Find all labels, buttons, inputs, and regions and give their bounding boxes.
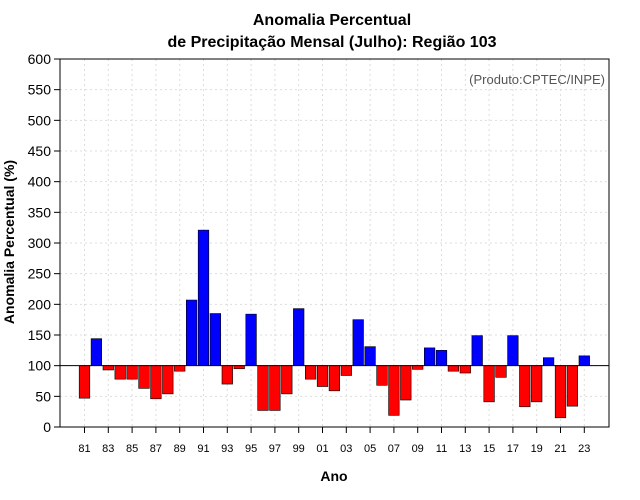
x-tick-label: 87 [150,443,162,455]
x-tick-label: 11 [436,443,447,455]
bar-93 [221,365,233,385]
x-tick-label: 15 [483,443,495,455]
bar-84 [114,365,126,380]
bar-11 [435,350,448,366]
bar-88 [162,365,174,395]
y-tick-label: 0 [43,419,51,435]
bar-14 [471,335,483,366]
x-tick-label: 07 [388,443,400,455]
bar-16 [495,365,507,378]
x-tick-label: 95 [245,443,257,455]
x-tick-label: 09 [412,443,424,455]
x-axis: 81 83 85 87 89 91 93 95 97 99 01 03 05 07 09 11 13 15 17 19… [78,427,590,455]
bar-23 [578,355,590,366]
chart-title-line2: de Precipitação Mensal (Julho): Região 1… [168,34,497,51]
x-tick-label: 05 [364,443,376,455]
bar-02 [328,365,341,392]
y-tick-label: 550 [28,82,52,98]
y-tick-label: 250 [28,266,52,282]
bar-86 [138,365,150,389]
x-tick-label: 97 [269,443,281,455]
bar-10 [423,347,436,366]
bar-05 [364,346,376,366]
x-tick-label: 03 [340,443,352,455]
bar-96 [257,365,269,411]
y-tick-label: 150 [28,327,52,343]
bar-18 [519,365,531,408]
bar-03 [340,365,352,376]
bar-15 [483,365,495,403]
x-tick-label: 21 [554,443,566,455]
bar-09 [412,365,424,370]
bar-00 [304,365,317,380]
bar-13 [459,365,471,374]
y-tick-label: 50 [35,388,51,404]
x-tick-label: 83 [102,443,114,455]
bar-06 [376,365,388,386]
bar-87 [150,365,162,400]
bar-21 [554,365,567,419]
bar-12 [447,365,460,372]
bar-91 [197,229,210,366]
bar-83 [102,365,114,371]
x-tick-label: 93 [221,443,233,455]
x-tick-label: 91 [197,443,209,455]
bar-82 [90,338,102,366]
y-tick-label: 450 [28,143,52,159]
bar-90 [186,299,198,366]
x-tick-label: 99 [293,443,305,455]
bar-92 [209,313,222,366]
x-axis-title: Ano [320,468,347,484]
bar-95 [245,313,257,366]
bar-01 [316,365,329,387]
y-axis: 0 50 100 150 200 250 300 350 400 450 500 550 600 [28,51,60,435]
bar-99 [293,308,305,366]
y-tick-label: 100 [28,358,52,374]
y-tick-label: 500 [28,112,52,128]
credit-text: (Produto:CPTEC/INPE) [469,72,605,87]
x-tick-label: 89 [174,443,186,455]
y-tick-label: 200 [28,296,52,312]
bar-20 [542,357,555,366]
bar-08 [400,365,412,401]
y-tick-label: 350 [28,204,52,220]
bar-98 [281,365,293,395]
bar-17 [507,335,519,366]
x-tick-label: 13 [459,443,471,455]
y-tick-label: 400 [28,174,52,190]
chart-title-line1: Anomalia Percentual [253,12,411,29]
bar-81 [78,365,91,399]
x-tick-label: 01 [316,443,328,455]
bar-85 [126,365,138,380]
bar-89 [174,365,186,372]
x-tick-label: 85 [126,443,138,455]
bars [78,229,590,419]
bar-04 [352,319,364,366]
x-tick-label: 81 [78,443,90,455]
y-tick-label: 300 [28,235,52,251]
x-tick-label: 23 [578,443,590,455]
y-axis-title: Anomalia Percentual (%) [1,160,17,324]
bar-97 [269,365,281,411]
bar-22 [566,365,578,407]
bar-19 [531,365,543,403]
x-tick-label: 17 [507,443,519,455]
x-tick-label: 19 [531,443,543,455]
bar-07 [388,365,400,416]
y-tick-label: 600 [28,51,52,67]
